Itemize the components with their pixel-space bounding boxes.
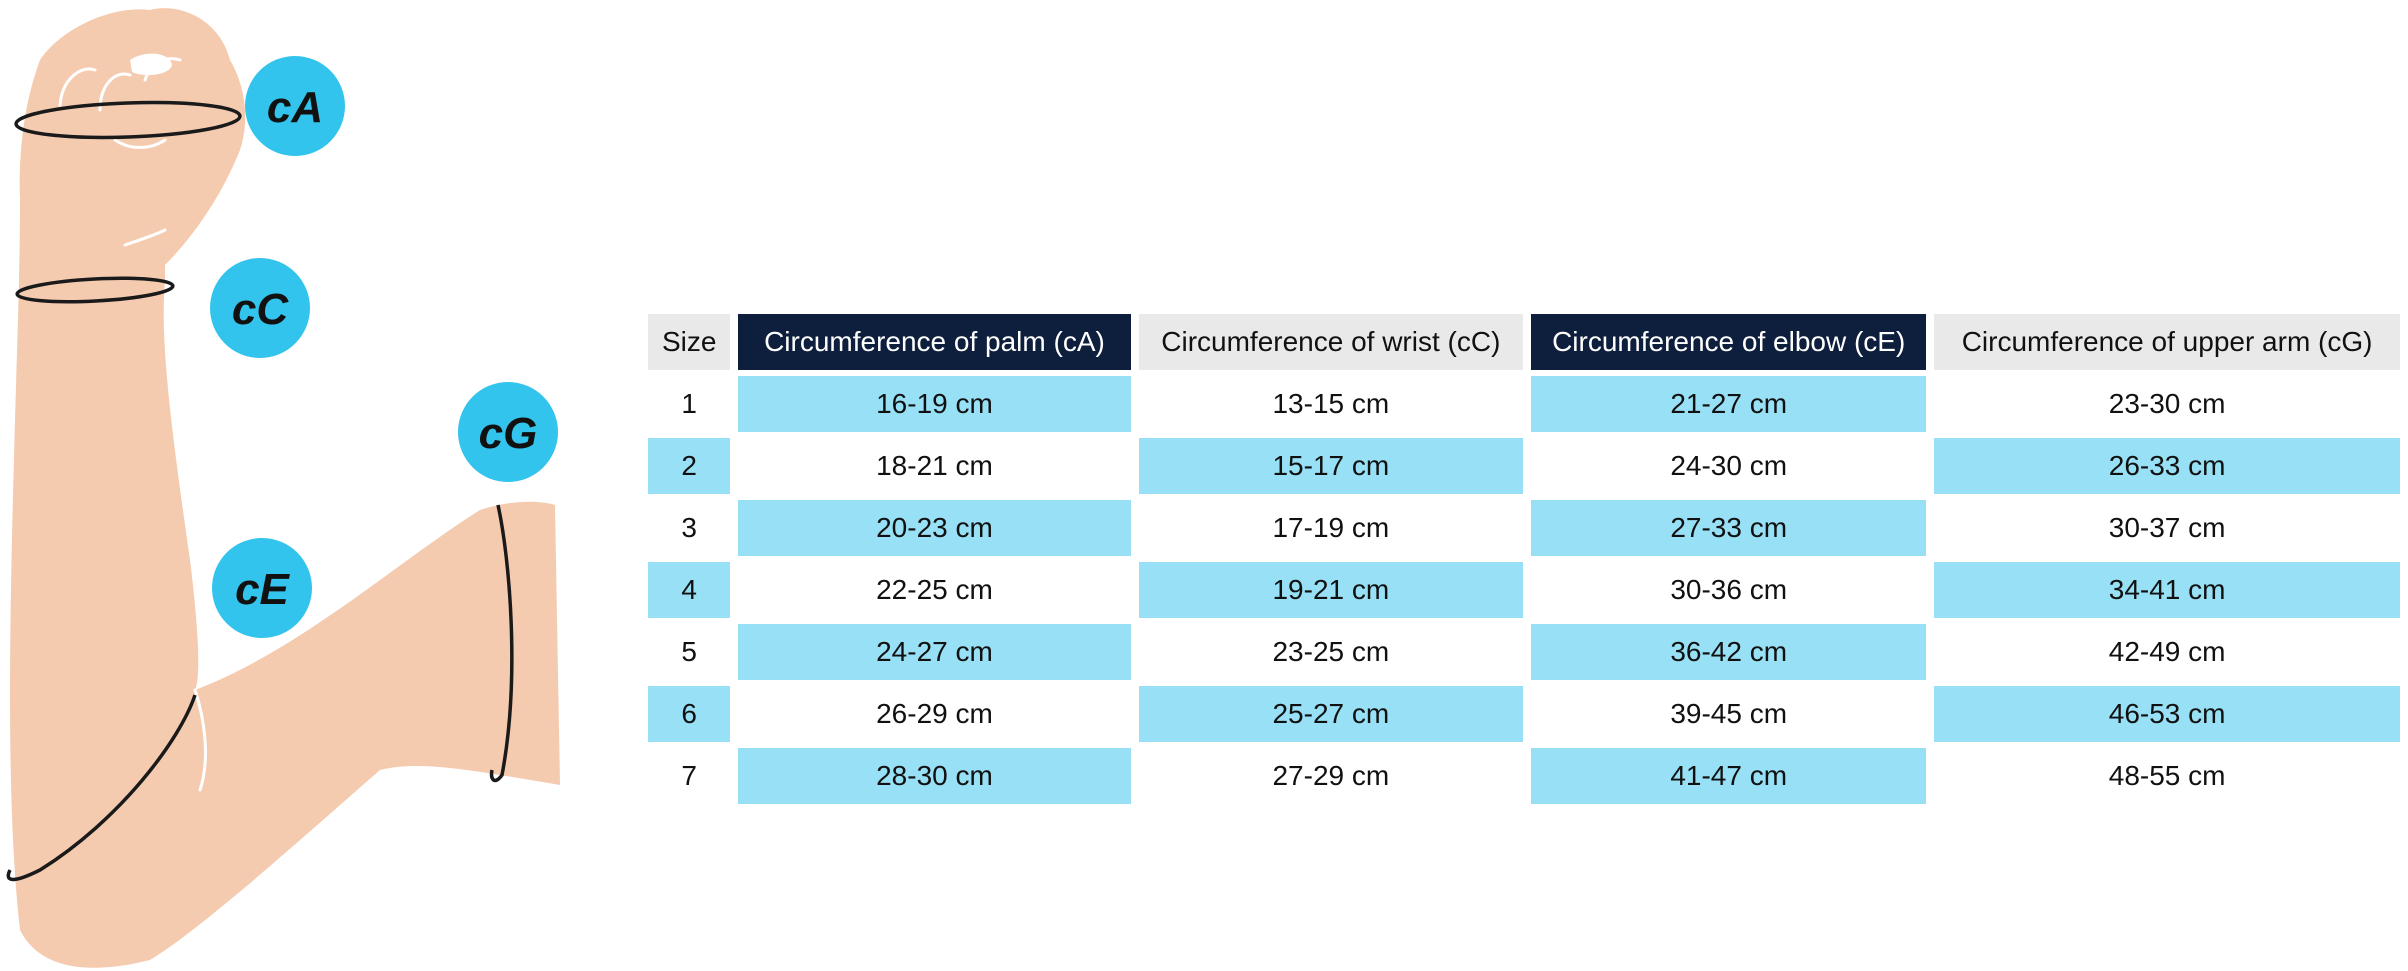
size-cell: 4: [648, 562, 731, 618]
palm-cell: 16-19 cm: [738, 376, 1131, 432]
size-cell: 3: [681, 512, 697, 543]
upper-arm-cell: 34-41 cm: [1934, 562, 2400, 618]
badge-cc: cC: [210, 258, 310, 358]
upper-arm-cell: 30-37 cm: [2108, 512, 2226, 543]
wrist-cell: 15-17 cm: [1138, 438, 1524, 494]
table-header-row: Size Circumference of palm (cA) Circumfe…: [648, 314, 2400, 370]
palm-ring: [14, 100, 242, 140]
size-cell: 2: [648, 438, 731, 494]
table-row: 4 22-25 cm 19-21 cm 30-36 cm 34-41 cm: [648, 562, 2400, 618]
wrist-cell: 13-15 cm: [1272, 388, 1390, 419]
upper-arm-cell: 48-55 cm: [2108, 760, 2226, 791]
size-cell: 5: [681, 636, 697, 667]
thumb-nail: [130, 53, 172, 76]
badge-cg-label: cG: [479, 409, 538, 458]
header-palm: Circumference of palm (cA): [738, 314, 1131, 370]
measurement-rings: [6, 100, 514, 882]
wrist-cell: 23-25 cm: [1272, 636, 1390, 667]
header-elbow: Circumference of elbow (cE): [1531, 314, 1927, 370]
table-row: 5 24-27 cm 23-25 cm 36-42 cm 42-49 cm: [648, 624, 2400, 680]
table-row: 7 28-30 cm 27-29 cm 41-47 cm 48-55 cm: [648, 748, 2400, 804]
upper-arm-cell: 26-33 cm: [1934, 438, 2400, 494]
elbow-cell: 21-27 cm: [1531, 376, 1927, 432]
wrist-cell: 19-21 cm: [1138, 562, 1524, 618]
badge-cg: cG: [458, 382, 558, 482]
upper-arm-cell: 42-49 cm: [2108, 636, 2226, 667]
elbow-cell: 30-36 cm: [1670, 574, 1788, 605]
badge-cc-label: cC: [232, 285, 289, 334]
arm-silhouette: [10, 8, 560, 968]
palm-cell: 18-21 cm: [876, 450, 993, 481]
palm-cell: 22-25 cm: [876, 574, 993, 605]
header-upper-arm: Circumference of upper arm (cG): [1934, 314, 2400, 370]
size-cell: 7: [681, 760, 697, 791]
badge-ca: cA: [245, 56, 345, 156]
table-row: 3 20-23 cm 17-19 cm 27-33 cm 30-37 cm: [648, 500, 2400, 556]
size-chart-table: Size Circumference of palm (cA) Circumfe…: [640, 308, 2408, 810]
header-size: Size: [648, 314, 731, 370]
palm-cell: 28-30 cm: [738, 748, 1131, 804]
table-row: 6 26-29 cm 25-27 cm 39-45 cm 46-53 cm: [648, 686, 2400, 742]
arm-measurement-illustration: cA cC cG cE: [6, 8, 560, 968]
palm-cell: 26-29 cm: [876, 698, 993, 729]
wrist-cell: 17-19 cm: [1272, 512, 1390, 543]
elbow-cell: 27-33 cm: [1531, 500, 1927, 556]
elbow-cell: 41-47 cm: [1531, 748, 1927, 804]
header-wrist: Circumference of wrist (cC): [1138, 314, 1524, 370]
wrist-ring: [15, 276, 175, 304]
wrist-cell: 25-27 cm: [1138, 686, 1524, 742]
size-cell: 6: [648, 686, 731, 742]
wrist-cell: 27-29 cm: [1272, 760, 1390, 791]
elbow-cell: 39-45 cm: [1670, 698, 1788, 729]
table-row: 2 18-21 cm 15-17 cm 24-30 cm 26-33 cm: [648, 438, 2400, 494]
elbow-ring: [6, 694, 197, 882]
upper-arm-cell: 46-53 cm: [1934, 686, 2400, 742]
upper-arm-cell: 23-30 cm: [2108, 388, 2226, 419]
palm-cell: 24-27 cm: [738, 624, 1131, 680]
palm-cell: 20-23 cm: [738, 500, 1131, 556]
badge-ce-label: cE: [235, 565, 290, 614]
upper-arm-ring: [489, 504, 514, 783]
table-row: 1 16-19 cm 13-15 cm 21-27 cm 23-30 cm: [648, 376, 2400, 432]
badge-ce: cE: [212, 538, 312, 638]
elbow-cell: 24-30 cm: [1670, 450, 1788, 481]
size-cell: 1: [681, 388, 697, 419]
elbow-cell: 36-42 cm: [1531, 624, 1927, 680]
badge-ca-label: cA: [267, 83, 323, 132]
